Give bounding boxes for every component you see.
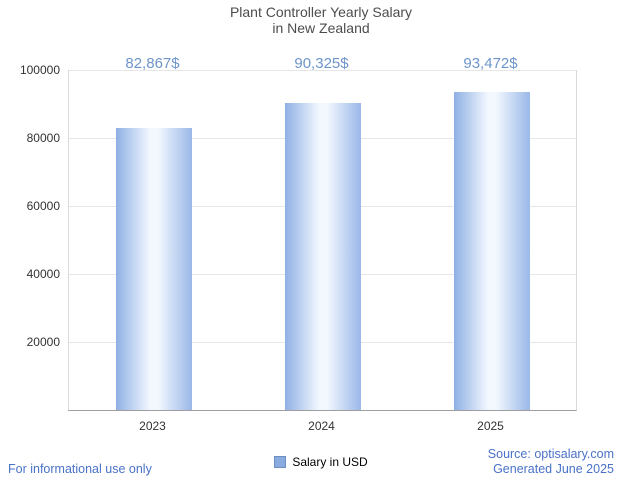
gridline [69,70,576,71]
x-axis-tick-label: 2024 [308,419,335,433]
x-axis-tick-label: 2023 [139,419,166,433]
chart-title: Plant Controller Yearly Salary in New Ze… [0,4,642,36]
y-axis-tick-label: 40000 [26,267,60,281]
y-axis-tick-label: 20000 [26,335,60,349]
bar-value-label: 82,867$ [125,55,180,72]
bar-value-label: 90,325$ [294,55,349,72]
generated-date: Generated June 2025 [493,462,614,476]
source-link[interactable]: Source: optisalary.com [487,447,614,461]
chart-title-line2: in New Zealand [272,20,370,36]
legend: Salary in USD [0,455,642,469]
y-axis-tick-label: 100000 [19,63,60,77]
plot-area [68,70,577,411]
bar-2024 [284,102,361,410]
disclaimer-text: For informational use only [8,462,152,476]
bar-2025 [453,92,530,410]
legend-swatch-icon [274,456,287,468]
source-block: Source: optisalary.com Generated June 20… [488,447,614,477]
x-axis-tick-label: 2025 [477,419,504,433]
y-axis-tick-label: 60000 [26,199,60,213]
y-axis-tick-label: 80000 [26,131,60,145]
bar-value-label: 93,472$ [463,55,518,72]
legend-label: Salary in USD [292,455,368,469]
bar-2023 [115,128,192,410]
chart-title-line1: Plant Controller Yearly Salary [229,4,413,20]
